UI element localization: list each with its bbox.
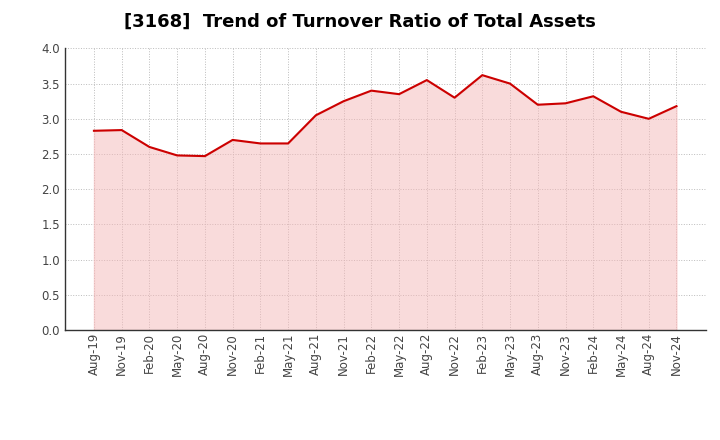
Text: [3168]  Trend of Turnover Ratio of Total Assets: [3168] Trend of Turnover Ratio of Total … xyxy=(124,13,596,31)
